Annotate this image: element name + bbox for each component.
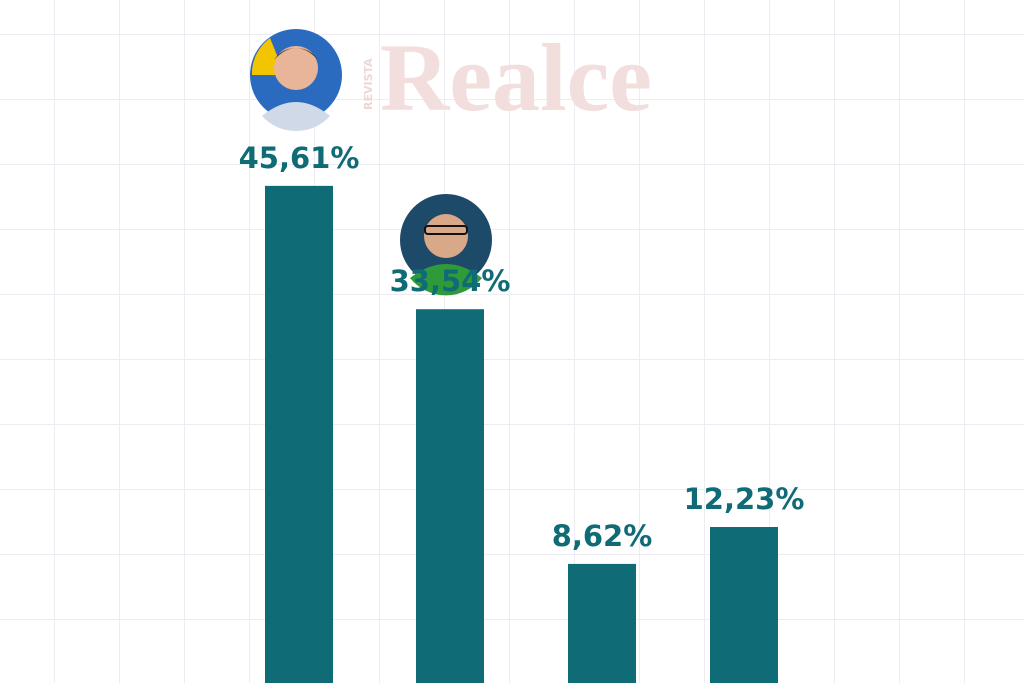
- candidate-photo: [400, 194, 492, 296]
- candidate-photo: [250, 29, 342, 132]
- bar: [568, 563, 636, 683]
- watermark: Realce: [380, 24, 652, 131]
- bar: [265, 185, 333, 683]
- value-label: 8,62%: [552, 519, 653, 553]
- bar: [710, 527, 778, 683]
- watermark-small: REVISTA: [362, 58, 375, 110]
- value-label: 12,23%: [684, 482, 805, 516]
- value-label: 33,54%: [390, 264, 511, 298]
- bar: [416, 309, 484, 683]
- value-label: 45,61%: [239, 141, 360, 175]
